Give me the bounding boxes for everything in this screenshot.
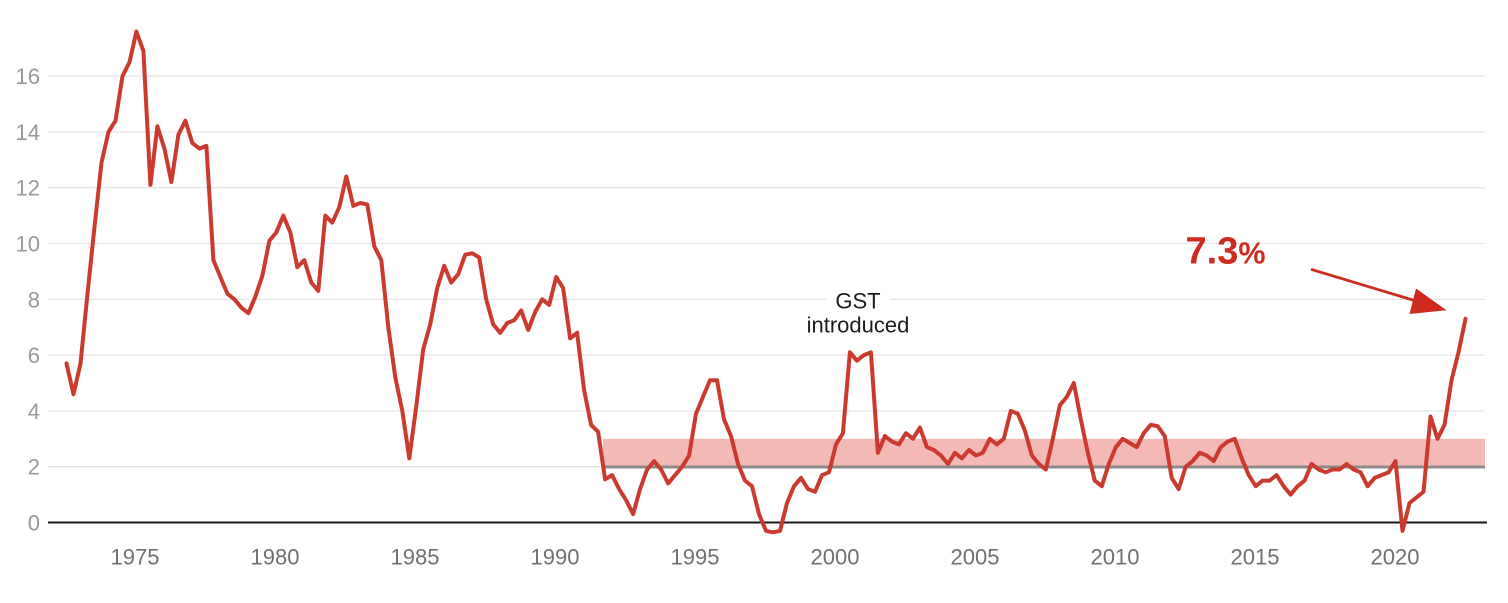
svg-text:1995: 1995 <box>671 545 720 570</box>
svg-text:introduced: introduced <box>807 313 910 338</box>
svg-text:1990: 1990 <box>531 545 580 570</box>
svg-text:8: 8 <box>28 287 40 312</box>
svg-text:GST: GST <box>835 289 880 314</box>
svg-text:2000: 2000 <box>811 545 860 570</box>
svg-text:1985: 1985 <box>391 545 440 570</box>
svg-text:2010: 2010 <box>1091 545 1140 570</box>
svg-text:2015: 2015 <box>1231 545 1280 570</box>
svg-text:2005: 2005 <box>951 545 1000 570</box>
svg-text:14: 14 <box>16 120 40 145</box>
svg-text:2: 2 <box>28 455 40 480</box>
svg-text:12: 12 <box>16 176 40 201</box>
svg-text:1975: 1975 <box>111 545 160 570</box>
svg-text:4: 4 <box>28 399 40 424</box>
svg-text:10: 10 <box>16 232 40 257</box>
svg-text:16: 16 <box>16 64 40 89</box>
svg-text:6: 6 <box>28 343 40 368</box>
svg-text:0: 0 <box>28 511 40 536</box>
svg-text:1980: 1980 <box>251 545 300 570</box>
svg-text:2020: 2020 <box>1371 545 1420 570</box>
svg-text:7.3%: 7.3% <box>1186 231 1266 273</box>
